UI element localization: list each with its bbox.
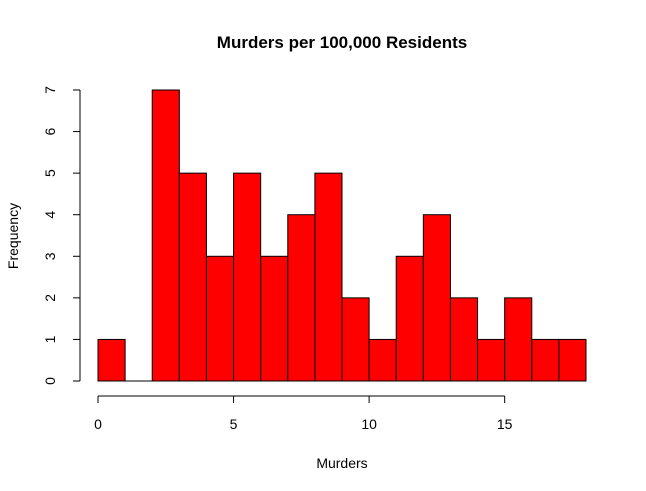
x-tick-label-2: 10: [361, 416, 377, 432]
histogram-bar-17: [558, 338, 587, 382]
histogram-bar-4: [205, 255, 235, 382]
histogram-bar-8: [314, 172, 343, 382]
histogram-bar-13: [449, 297, 479, 382]
histogram-bar-3: [178, 172, 207, 382]
x-axis-label: Murders: [316, 455, 367, 471]
histogram-bar-6: [260, 255, 289, 382]
y-tick-label-1: 1: [42, 335, 58, 343]
y-axis-label: Frequency: [5, 203, 21, 269]
histogram-bar-2: [151, 89, 180, 382]
x-tick-label-3: 15: [497, 416, 513, 432]
x-axis: 0 5 10 15: [94, 395, 513, 432]
y-tick-label-5: 5: [42, 169, 58, 177]
y-axis: 0 1 2 3 4 5 6 7: [42, 86, 81, 385]
histogram-bar-5: [233, 172, 262, 382]
y-tick-label-6: 6: [42, 127, 58, 135]
y-tick-label-3: 3: [42, 252, 58, 260]
histogram-bar-7: [287, 214, 316, 382]
y-tick-label-0: 0: [42, 377, 58, 385]
x-tick-label-0: 0: [94, 416, 102, 432]
histogram-bar-14: [477, 338, 506, 382]
histogram-bar-15: [504, 297, 533, 382]
y-tick-label-2: 2: [42, 294, 58, 302]
histogram-bar-0: [97, 338, 126, 382]
y-tick-label-4: 4: [42, 211, 58, 219]
bars-group: [97, 89, 587, 382]
histogram-bar-10: [368, 338, 397, 382]
histogram-bar-9: [341, 297, 370, 382]
y-tick-label-7: 7: [42, 86, 58, 94]
histogram-bar-11: [395, 255, 424, 382]
x-tick-label-1: 5: [230, 416, 238, 432]
histogram-bar-16: [531, 338, 560, 382]
histogram-bar-12: [422, 214, 451, 382]
chart-title: Murders per 100,000 Residents: [217, 33, 467, 52]
